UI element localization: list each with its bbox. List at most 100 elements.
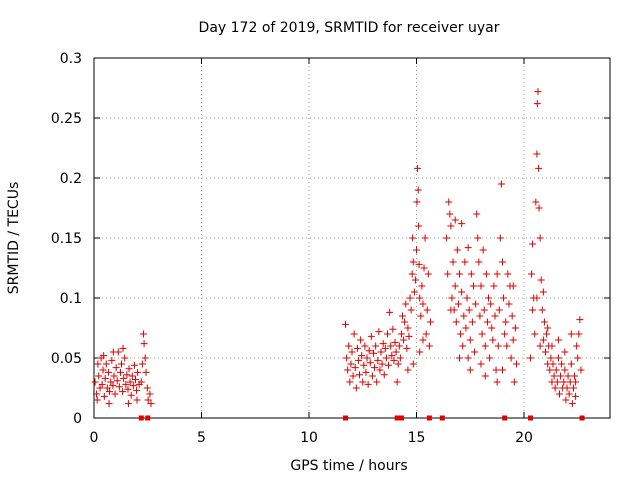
data-point <box>529 240 537 248</box>
data-point <box>446 210 454 218</box>
data-point <box>507 354 515 362</box>
data-point <box>451 282 459 290</box>
data-point <box>458 220 466 228</box>
data-point <box>394 360 402 368</box>
data-point <box>544 324 552 332</box>
data-point <box>395 342 403 350</box>
data-point <box>91 378 99 386</box>
data-point <box>502 318 510 326</box>
data-point <box>120 374 128 382</box>
data-point <box>565 390 573 398</box>
data-point <box>577 366 585 374</box>
data-point <box>462 324 470 332</box>
data-point <box>409 234 417 242</box>
data-point <box>362 368 370 376</box>
data-point <box>490 282 498 290</box>
data-point <box>343 354 351 362</box>
data-point <box>474 234 482 242</box>
data-point <box>419 336 427 344</box>
data-point <box>473 210 481 218</box>
data-point <box>345 342 353 350</box>
data-point <box>391 338 399 346</box>
data-point <box>457 330 465 338</box>
data-point <box>109 348 117 356</box>
data-point <box>102 360 110 368</box>
data-point <box>139 330 147 338</box>
x-axis-marker <box>138 415 144 421</box>
data-point <box>487 300 495 308</box>
data-point <box>494 342 502 350</box>
data-point <box>533 294 541 302</box>
data-point <box>140 340 148 348</box>
data-point <box>378 360 386 368</box>
data-point <box>567 330 575 338</box>
data-point <box>347 360 355 368</box>
x-axis-marker <box>343 415 349 421</box>
x-tick-labels: 0 5 10 15 20 <box>90 430 533 446</box>
axis-ticks <box>93 57 610 419</box>
data-point <box>543 330 551 338</box>
data-point <box>376 366 384 374</box>
data-point <box>416 348 424 356</box>
data-point <box>553 378 561 386</box>
x-axis-marker <box>502 415 508 421</box>
data-point <box>142 368 150 376</box>
data-point <box>122 380 130 388</box>
data-point <box>547 354 555 362</box>
data-point <box>131 376 139 384</box>
data-point <box>526 354 534 362</box>
data-point <box>476 312 484 320</box>
data-point <box>558 360 566 368</box>
data-point <box>101 374 109 382</box>
x-axis-marker <box>426 415 432 421</box>
data-point <box>404 366 412 374</box>
data-points <box>91 88 585 408</box>
data-point <box>113 377 121 385</box>
data-point <box>477 282 485 290</box>
data-point <box>103 384 111 392</box>
data-point <box>365 347 373 355</box>
data-point <box>509 282 517 290</box>
data-point <box>425 342 433 350</box>
y-tick-labels: 0 0.05 0.1 0.15 0.2 0.25 0.3 <box>51 51 82 427</box>
data-point <box>402 300 410 308</box>
data-point <box>367 332 375 340</box>
data-point <box>133 386 141 394</box>
data-point <box>568 400 576 408</box>
data-point <box>511 324 519 332</box>
data-point <box>548 342 556 350</box>
data-point <box>141 354 149 362</box>
data-point <box>116 368 124 376</box>
data-point <box>119 388 127 396</box>
data-point <box>504 270 512 278</box>
data-point <box>363 354 371 362</box>
data-point <box>388 352 396 360</box>
data-point <box>382 354 390 362</box>
data-point <box>567 360 575 368</box>
data-point <box>415 222 423 230</box>
data-point <box>144 396 152 404</box>
x-tick-label: 5 <box>197 430 206 446</box>
data-point <box>464 244 472 252</box>
data-point <box>423 306 431 314</box>
data-point <box>344 366 352 374</box>
data-point <box>93 396 101 404</box>
data-point <box>352 384 360 392</box>
data-point <box>549 360 557 368</box>
data-point <box>479 246 487 254</box>
data-point <box>447 222 455 230</box>
data-point <box>421 234 429 242</box>
data-point <box>564 372 572 380</box>
data-point <box>392 348 400 356</box>
data-point <box>404 324 412 332</box>
data-point <box>95 372 103 380</box>
data-point <box>408 270 416 278</box>
data-point <box>573 342 581 350</box>
data-point <box>531 330 539 338</box>
data-point <box>370 349 377 357</box>
data-point <box>356 371 364 379</box>
data-point <box>574 354 582 362</box>
x-axis-marker <box>398 415 404 421</box>
